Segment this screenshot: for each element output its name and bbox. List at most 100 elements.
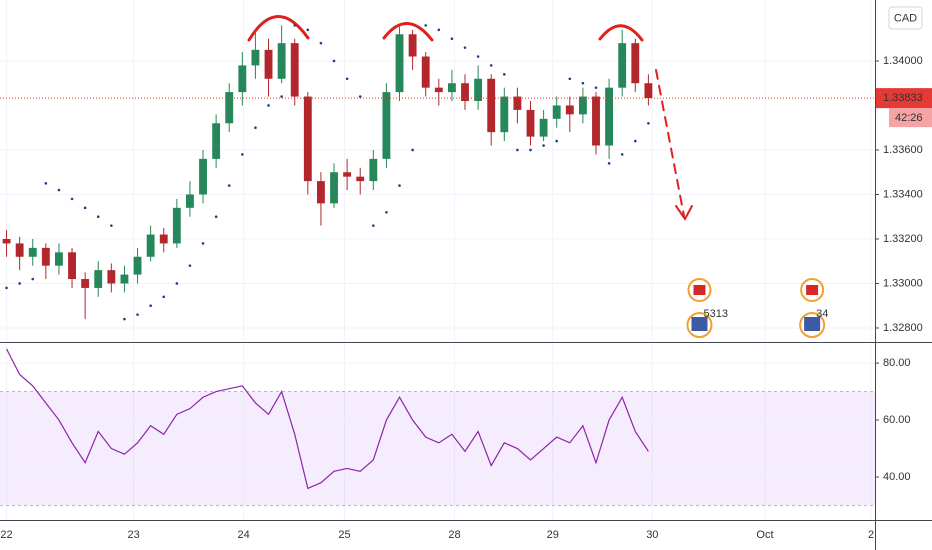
- candle-body: [81, 279, 90, 288]
- sar-dot: [214, 215, 218, 219]
- sar-dot: [529, 148, 532, 152]
- candle-body: [539, 118, 548, 137]
- sar-dot: [568, 77, 572, 81]
- sar-dot: [267, 104, 270, 107]
- x-tick-label: 23: [127, 529, 139, 541]
- candle-body: [212, 123, 221, 159]
- sar-dot: [424, 24, 428, 27]
- candle-body: [330, 172, 338, 204]
- event-flag: [804, 317, 821, 331]
- candle-body: [356, 176, 365, 182]
- candle-body: [434, 87, 443, 93]
- candle-body: [107, 270, 116, 284]
- candle-body: [382, 92, 391, 159]
- right-shoulder-arc: [598, 24, 644, 42]
- candle-body: [395, 34, 404, 93]
- y-tick-label: 1.34000: [883, 55, 923, 67]
- candle-body: [120, 274, 129, 284]
- sar-dot: [476, 55, 480, 58]
- sar-dot: [516, 148, 519, 152]
- candle-body: [631, 43, 640, 84]
- sar-dot: [123, 317, 126, 321]
- sar-dot: [83, 206, 87, 210]
- sar-dot: [463, 46, 467, 49]
- sar-dot: [345, 77, 349, 81]
- sar-dot: [385, 210, 388, 214]
- sar-dot: [411, 148, 414, 152]
- sar-dot: [437, 28, 441, 32]
- sar-dot: [241, 153, 244, 156]
- candle-body: [199, 158, 207, 195]
- candle-body: [225, 92, 234, 124]
- candle-body: [28, 247, 37, 257]
- arrow-head: [675, 205, 693, 221]
- y-tick-label: 1.33000: [883, 277, 923, 289]
- sar-dot: [227, 184, 231, 187]
- sar-dot: [503, 73, 506, 76]
- event-label: 5313: [703, 308, 727, 320]
- candle-body: [618, 43, 627, 88]
- y-tick-label: 1.33400: [883, 188, 923, 200]
- candle-body: [303, 96, 312, 182]
- candle-body: [644, 83, 653, 99]
- sar-dot: [175, 282, 179, 285]
- sar-dot: [201, 242, 205, 245]
- sar-dot: [254, 126, 257, 130]
- sar-dot: [332, 59, 336, 63]
- axes: 22 23 24 25 28 29 30 Oct 2 1.32800 1.33000 1.33200 1…: [0, 55, 932, 541]
- sar-dot: [188, 264, 192, 267]
- sar-dot: [489, 64, 493, 67]
- candle-body: [343, 172, 352, 177]
- sar-dot: [633, 139, 637, 143]
- left-shoulder-arc: [247, 15, 310, 42]
- countdown-label: 42:26: [895, 112, 923, 124]
- x-tick-label: 30: [646, 529, 658, 541]
- candle-body: [487, 78, 496, 133]
- sar-dot: [149, 304, 152, 308]
- candle-body: [55, 252, 63, 266]
- event-label: 34: [816, 308, 828, 320]
- candle-body: [159, 234, 168, 244]
- sar-dot: [319, 41, 323, 45]
- sar-dot: [31, 277, 35, 281]
- candle-body: [369, 158, 378, 182]
- x-tick-label: 29: [547, 529, 559, 541]
- sar-dot: [293, 24, 297, 27]
- candle-body: [238, 65, 247, 93]
- candle-body: [447, 83, 456, 93]
- candle-body: [15, 243, 24, 257]
- candle-body: [146, 234, 155, 257]
- sar-dot: [162, 295, 166, 299]
- candle-body: [500, 96, 509, 133]
- y-tick-label: 80.00: [883, 357, 911, 369]
- sar-dot: [44, 182, 48, 185]
- y-tick-label: 60.00: [883, 414, 911, 426]
- candle-body: [474, 78, 483, 102]
- sar-dot: [594, 86, 598, 89]
- event-flag: [693, 285, 706, 295]
- candle-body: [251, 49, 260, 66]
- sar-dot: [607, 162, 611, 165]
- currency-button[interactable]: CAD: [888, 6, 923, 30]
- sar-dot: [5, 286, 8, 290]
- sar-dot: [96, 215, 100, 219]
- y-tick-label: 1.32800: [883, 322, 923, 334]
- y-tick-label: 40.00: [883, 471, 911, 483]
- sar-dot: [280, 95, 283, 98]
- candle-body: [578, 96, 587, 115]
- candle-body: [552, 105, 561, 119]
- sar-dot: [110, 224, 113, 227]
- arrow-shaft: [655, 69, 685, 217]
- sar-dot: [18, 282, 21, 285]
- x-tick-label: 24: [238, 529, 250, 541]
- candle-body: [526, 109, 535, 137]
- y-tick-label: 1.33200: [883, 233, 923, 245]
- x-tick-label: 22: [0, 529, 12, 541]
- candle-body: [605, 87, 614, 146]
- candle-body: [264, 49, 273, 79]
- currency-label[interactable]: CAD: [894, 12, 917, 24]
- currency-button-box[interactable]: [888, 6, 923, 30]
- sar-dot: [555, 139, 558, 143]
- candle-body: [408, 34, 417, 57]
